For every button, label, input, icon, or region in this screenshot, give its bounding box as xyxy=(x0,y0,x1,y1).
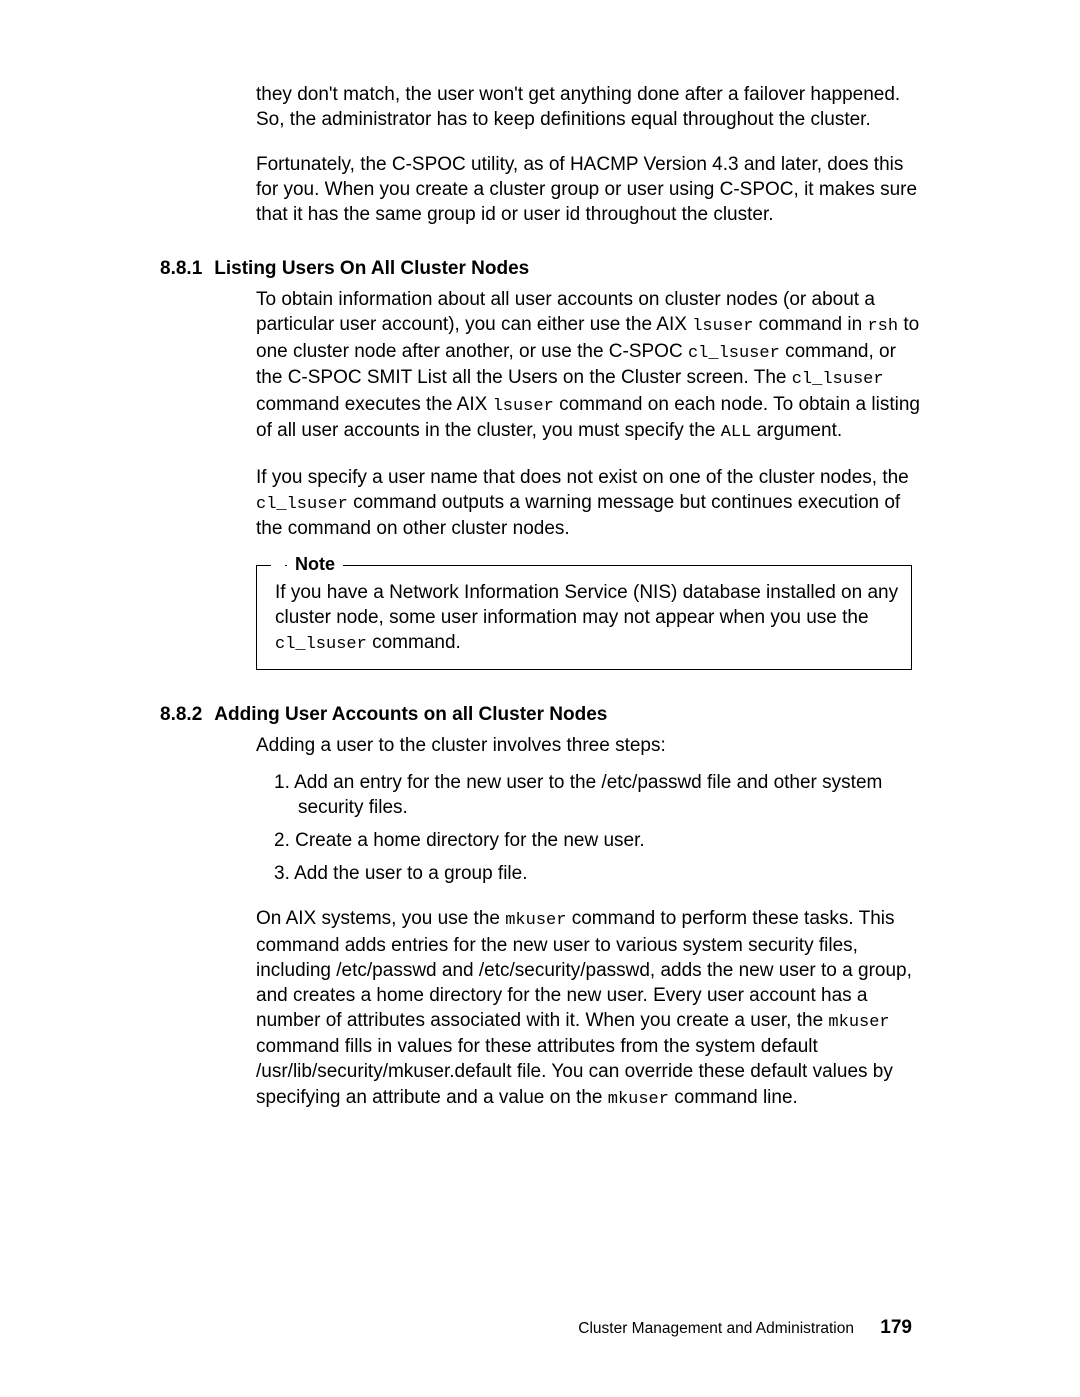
section-title: Adding User Accounts on all Cluster Node… xyxy=(214,704,607,725)
section-heading-882: 8.8.2 Adding User Accounts on all Cluster… xyxy=(160,704,920,726)
code-lsuser: lsuser xyxy=(692,317,753,336)
section-heading-881: 8.8.1 Listing Users On All Cluster Nodes xyxy=(160,258,920,280)
page-container: they don't match, the user won't get any… xyxy=(0,0,1080,1397)
code-rsh: rsh xyxy=(867,317,898,336)
section-number: 8.8.1 xyxy=(160,258,202,280)
list-item-1: 1. Add an entry for the new user to the … xyxy=(274,770,920,820)
section1-paragraph-1: To obtain information about all user acc… xyxy=(256,287,920,444)
footer-text: Cluster Management and Administration xyxy=(578,1320,854,1337)
code-mkuser: mkuser xyxy=(608,1090,669,1109)
section1-paragraph-2: If you specify a user name that does not… xyxy=(256,465,920,542)
code-cl-lsuser: cl_lsuser xyxy=(256,495,348,514)
code-all: ALL xyxy=(721,423,752,442)
code-mkuser: mkuser xyxy=(828,1013,889,1032)
code-cl-lsuser: cl_lsuser xyxy=(688,344,780,363)
code-cl-lsuser: cl_lsuser xyxy=(275,635,367,654)
note-box-title: Note xyxy=(287,554,343,575)
code-mkuser: mkuser xyxy=(505,911,566,930)
page-footer: Cluster Management and Administration 17… xyxy=(578,1317,912,1339)
section-number: 8.8.2 xyxy=(160,704,202,726)
intro-paragraph-2: Fortunately, the C-SPOC utility, as of H… xyxy=(256,152,920,227)
list-item-3: 3. Add the user to a group file. xyxy=(274,861,920,886)
note-box-line xyxy=(271,565,285,567)
list-item-2: 2. Create a home directory for the new u… xyxy=(274,828,920,853)
intro-paragraph-1: they don't match, the user won't get any… xyxy=(256,82,920,132)
code-lsuser: lsuser xyxy=(493,397,554,416)
section-title: Listing Users On All Cluster Nodes xyxy=(214,258,529,279)
section2-paragraph-2: On AIX systems, you use the mkuser comma… xyxy=(256,906,920,1111)
page-number: 179 xyxy=(880,1317,912,1338)
section2-paragraph-1: Adding a user to the cluster involves th… xyxy=(256,733,920,758)
note-content: If you have a Network Information Servic… xyxy=(275,580,899,657)
code-cl-lsuser: cl_lsuser xyxy=(792,370,884,389)
note-box: Note If you have a Network Information S… xyxy=(256,565,912,670)
